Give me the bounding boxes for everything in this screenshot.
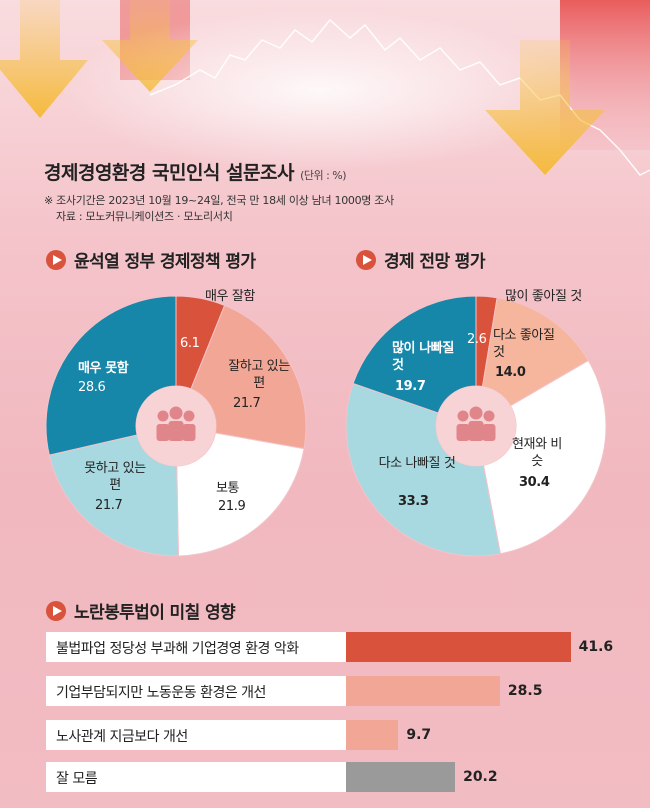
- pie1-label-very-good: 매우 잘함: [205, 289, 255, 304]
- bar-value: 20.2: [463, 769, 498, 785]
- bg-down-arrow: [0, 0, 88, 118]
- pie1-value-very-good: 6.1: [180, 336, 200, 351]
- bar-value: 9.7: [406, 727, 432, 743]
- pie2-label-much-better: 많이 좋아질 것: [505, 289, 582, 304]
- pie2-label-worse: 다소 나빠질 것: [378, 456, 456, 471]
- bar-category: 기업부담되지만 노동운동 환경은 개선: [56, 685, 266, 701]
- bar: [346, 762, 456, 792]
- survey-period-note: ※ 조사기간은 2023년 10월 19~24일, 전국 만 18세 이상 남녀…: [44, 194, 394, 207]
- bar-value: 41.6: [578, 639, 614, 655]
- bar-value: 28.5: [507, 683, 543, 699]
- bar-label-box: 기업부담되지만 노동운동 환경은 개선: [46, 676, 346, 706]
- bar-category: 잘 모름: [56, 771, 98, 787]
- pie1-value-good: 21.7: [233, 396, 261, 411]
- bar: [346, 632, 571, 662]
- pie2-slice: [482, 359, 607, 555]
- pie2-value-worse: 33.3: [398, 494, 429, 509]
- bar-category: 노사관계 지금보다 개선: [56, 729, 188, 745]
- page-title: 경제경영환경 국민인식 설문조사 (단위 : %): [44, 158, 347, 185]
- pie2-label-much-worse: 많이 나빠질 것: [392, 341, 454, 373]
- play-icon: [46, 600, 66, 621]
- section-policy-label: 윤석열 정부 경제정책 평가: [74, 252, 256, 272]
- source-note: 자료 : 모노커뮤니케이션즈 · 모노리서치: [56, 210, 233, 223]
- bar-label-box: 불법파업 정당성 부과해 기업경영 환경 악화: [46, 632, 346, 662]
- pie2-value-better: 14.0: [495, 365, 526, 380]
- section-outlook-label: 경제 전망 평가: [384, 252, 485, 272]
- bg-down-arrow: [485, 40, 605, 175]
- pie1-slice: [190, 304, 307, 450]
- title-text: 경제경영환경 국민인식 설문조사: [44, 162, 294, 184]
- pie2-label-better: 다소 좋아질 것: [493, 328, 555, 360]
- pie1-label-bad: 못하고 있는 편: [84, 461, 146, 493]
- section-law-heading: 노란봉투법이 미칠 영향: [46, 598, 236, 623]
- people-icon: [156, 406, 196, 441]
- pie1-label-good: 잘하고 있는 편: [228, 359, 290, 391]
- bg-glow: [60, 10, 580, 170]
- bar-label-box: 노사관계 지금보다 개선: [46, 720, 346, 750]
- bar-label-box: 잘 모름: [46, 762, 346, 792]
- section-policy-heading: 윤석열 정부 경제정책 평가: [46, 247, 256, 272]
- section-law-label: 노란봉투법이 미칠 영향: [74, 603, 236, 623]
- pie2-label-same: 현재와 비슷: [512, 437, 562, 469]
- unit-text: (단위 : %): [300, 169, 347, 182]
- play-icon: [46, 249, 66, 270]
- pie1-slice: [48, 434, 179, 557]
- bar: [346, 676, 500, 706]
- pie1-value-very-bad: 28.6: [78, 380, 106, 395]
- bar-category: 불법파업 정당성 부과해 기업경영 환경 악화: [56, 641, 299, 657]
- play-icon: [356, 249, 376, 270]
- pie1-label-normal: 보통: [216, 481, 240, 496]
- pie2-value-much-worse: 19.7: [395, 379, 426, 394]
- pie1-value-bad: 21.7: [95, 498, 123, 513]
- section-outlook-heading: 경제 전망 평가: [356, 247, 485, 272]
- bar: [346, 720, 399, 750]
- pie2-value-much-better: 2.6: [467, 332, 487, 347]
- bg-down-arrow: [102, 0, 198, 92]
- pie1-slice: [176, 432, 305, 557]
- pie1-value-normal: 21.9: [218, 499, 246, 514]
- pie1-label-very-bad: 매우 못함: [78, 361, 129, 376]
- people-icon: [456, 406, 496, 441]
- pie2-value-same: 30.4: [519, 475, 550, 490]
